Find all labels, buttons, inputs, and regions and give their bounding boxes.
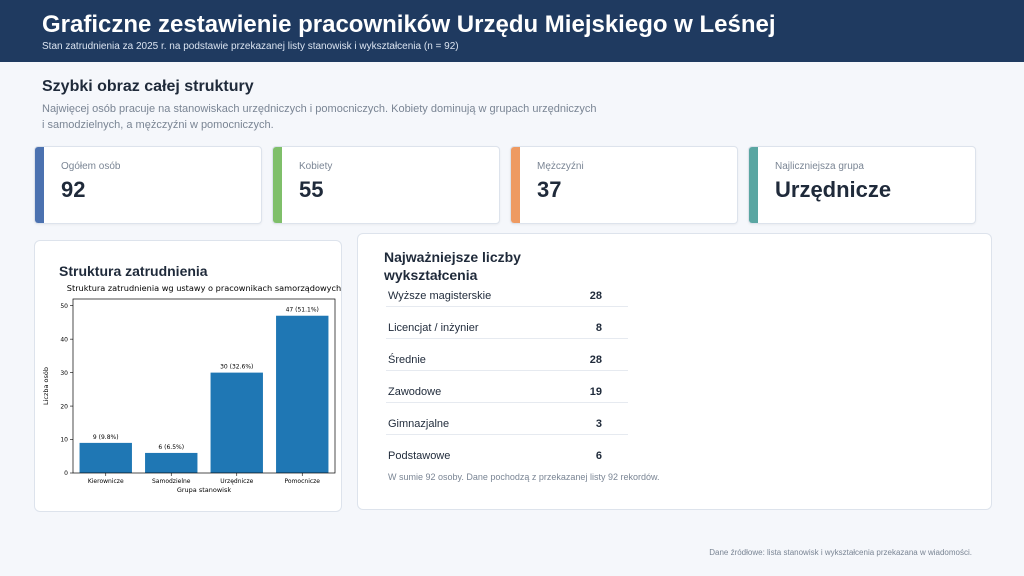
x-tick-label: Kierownicze [88, 478, 124, 485]
overview-description: Najwięcej osób pracuje na stanowiskach u… [42, 103, 597, 131]
kpi-label: Kobiety [299, 161, 333, 172]
kpi-card-men: Mężczyźni 37 [510, 146, 738, 224]
y-tick-label: 20 [60, 403, 68, 410]
education-row: Licencjat / inżynier 8 [386, 318, 628, 339]
kpi-label: Najliczniejsza grupa [775, 161, 864, 172]
education-value: 6 [595, 450, 602, 462]
chart-card-title: Struktura zatrudnienia [59, 263, 208, 279]
kpi-value: Urzędnicze [775, 177, 892, 202]
education-name: Gimnazjalne [388, 418, 450, 430]
education-row: Średnie 28 [386, 350, 628, 371]
education-name: Średnie [388, 354, 426, 366]
y-axis-label: Liczba osób [42, 367, 50, 405]
source-footnote: Dane źródłowe: lista stanowisk i wykszta… [709, 548, 972, 557]
kpi-card-largest-group: Najliczniejsza grupa Urzędnicze [748, 146, 976, 224]
education-note: W sumie 92 osoby. Dane pochodzą z przeka… [388, 472, 660, 482]
y-tick-label: 30 [60, 370, 68, 377]
chart-title: Struktura zatrudnienia wg ustawy o praco… [67, 283, 341, 293]
y-tick-label: 0 [64, 470, 68, 477]
kpi-accent-bar [273, 147, 282, 223]
x-tick-label: Samodzielne [152, 478, 191, 485]
bar-value-label: 6 (6.5%) [158, 444, 184, 451]
x-tick-label: Pomocnicze [285, 478, 321, 485]
education-title: Najważniejsze liczby wykształcenia [384, 249, 521, 283]
education-row: Zawodowe 19 [386, 382, 628, 403]
education-row: Gimnazjalne 3 [386, 414, 628, 435]
kpi-value: 92 [61, 177, 86, 202]
overview-title: Szybki obraz całej struktury [42, 78, 254, 95]
kpi-card-women: Kobiety 55 [272, 146, 500, 224]
kpi-label: Ogółem osób [61, 161, 121, 172]
kpi-accent-bar [511, 147, 520, 223]
education-name: Zawodowe [388, 386, 442, 398]
kpi-card-total: Ogółem osób 92 [34, 146, 262, 224]
kpi-label: Mężczyźni [537, 161, 584, 172]
page-title: Graficzne zestawienie pracowników Urzędu… [42, 11, 776, 38]
education-card: Najważniejsze liczby wykształcenia Wyższ… [357, 233, 992, 510]
y-tick-label: 50 [60, 303, 68, 310]
kpi-value: 37 [537, 177, 562, 202]
y-tick-label: 40 [60, 336, 68, 343]
bar-value-label: 47 (51.1%) [286, 307, 319, 314]
bar-value-label: 30 (32.6%) [220, 364, 253, 371]
education-name: Licencjat / inżynier [388, 322, 479, 334]
kpi-accent-bar [749, 147, 758, 223]
y-tick-label: 10 [60, 437, 68, 444]
plot-frame [72, 298, 336, 474]
education-value: 19 [589, 386, 602, 398]
x-tick-label: Urzędnicze [220, 478, 253, 485]
page-subtitle: Stan zatrudnienia za 2025 r. na podstawi… [42, 41, 459, 52]
bar-value-label: 9 (9.8%) [93, 434, 119, 441]
kpi-value: 55 [299, 177, 324, 202]
education-name: Podstawowe [388, 450, 451, 462]
chart-card: Struktura zatrudnienia Struktura zatrudn… [34, 240, 342, 512]
bar [79, 442, 132, 473]
bar-chart: Struktura zatrudnienia wg ustawy o praco… [42, 283, 341, 494]
bar [210, 372, 263, 473]
bar [276, 315, 329, 473]
header-banner: Graficzne zestawienie pracowników Urzędu… [0, 0, 1024, 62]
bar [145, 452, 198, 473]
education-row: Wyższe magisterskie 28 [386, 286, 628, 307]
x-axis-label: Grupa stanowisk [177, 486, 232, 494]
education-value: 3 [595, 418, 602, 430]
kpi-accent-bar [35, 147, 44, 223]
education-value: 28 [589, 290, 602, 302]
education-row: Podstawowe 6 [386, 446, 628, 466]
education-name: Wyższe magisterskie [388, 290, 492, 302]
education-value: 28 [589, 354, 602, 366]
education-value: 8 [595, 322, 602, 334]
